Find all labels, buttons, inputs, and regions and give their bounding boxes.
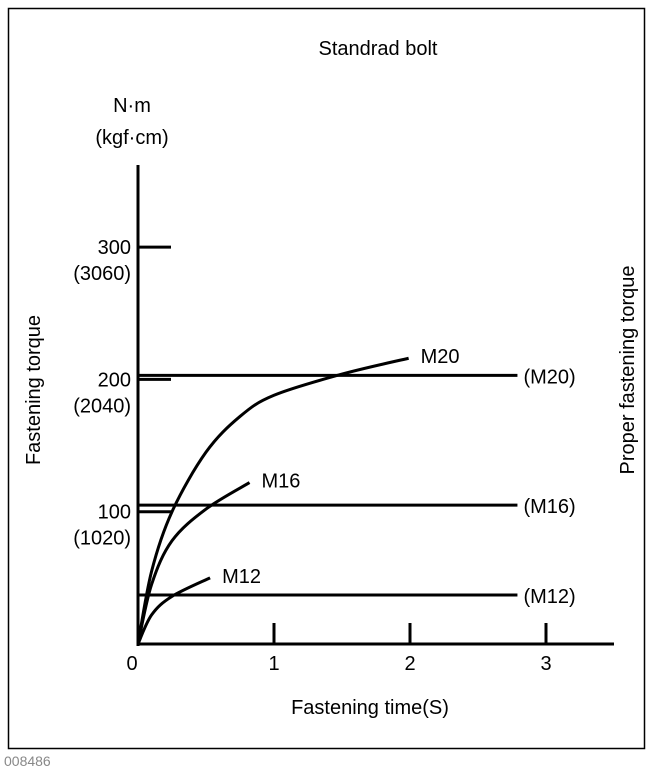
series-label: M20 xyxy=(421,346,460,368)
y-tick-sublabel: (1020) xyxy=(73,528,131,550)
y-unit-line2: (kgf·cm) xyxy=(95,127,168,149)
proper-torque-label: (M12) xyxy=(523,586,575,608)
y-axis-label-right: Proper fastening torque xyxy=(617,265,639,474)
series-label: M16 xyxy=(262,471,301,493)
x-axis-label: Fastening time(S) xyxy=(291,697,449,719)
footer-id: 008486 xyxy=(4,753,51,769)
x-tick-label: 1 xyxy=(268,653,279,675)
chart-frame xyxy=(7,7,646,750)
y-tick-sublabel: (2040) xyxy=(73,395,131,417)
x-tick-label: 2 xyxy=(404,653,415,675)
y-tick-label: 100 xyxy=(98,502,131,524)
x-tick-label: 0 xyxy=(126,653,137,675)
y-tick-label: 300 xyxy=(98,237,131,259)
x-tick-label: 3 xyxy=(540,653,551,675)
series-label: M12 xyxy=(222,566,261,588)
y-axis-label: Fastening torque xyxy=(23,315,45,465)
y-tick-sublabel: (3060) xyxy=(73,263,131,285)
chart-title: Standrad bolt xyxy=(319,38,438,60)
y-unit-line1: N·m xyxy=(113,95,151,117)
series-line-m12 xyxy=(136,576,211,645)
series-line-m20 xyxy=(136,356,409,645)
proper-torque-label: (M16) xyxy=(523,496,575,518)
proper-torque-label: (M20) xyxy=(523,366,575,388)
y-tick-label: 200 xyxy=(98,369,131,391)
series-line-m16 xyxy=(136,481,251,645)
